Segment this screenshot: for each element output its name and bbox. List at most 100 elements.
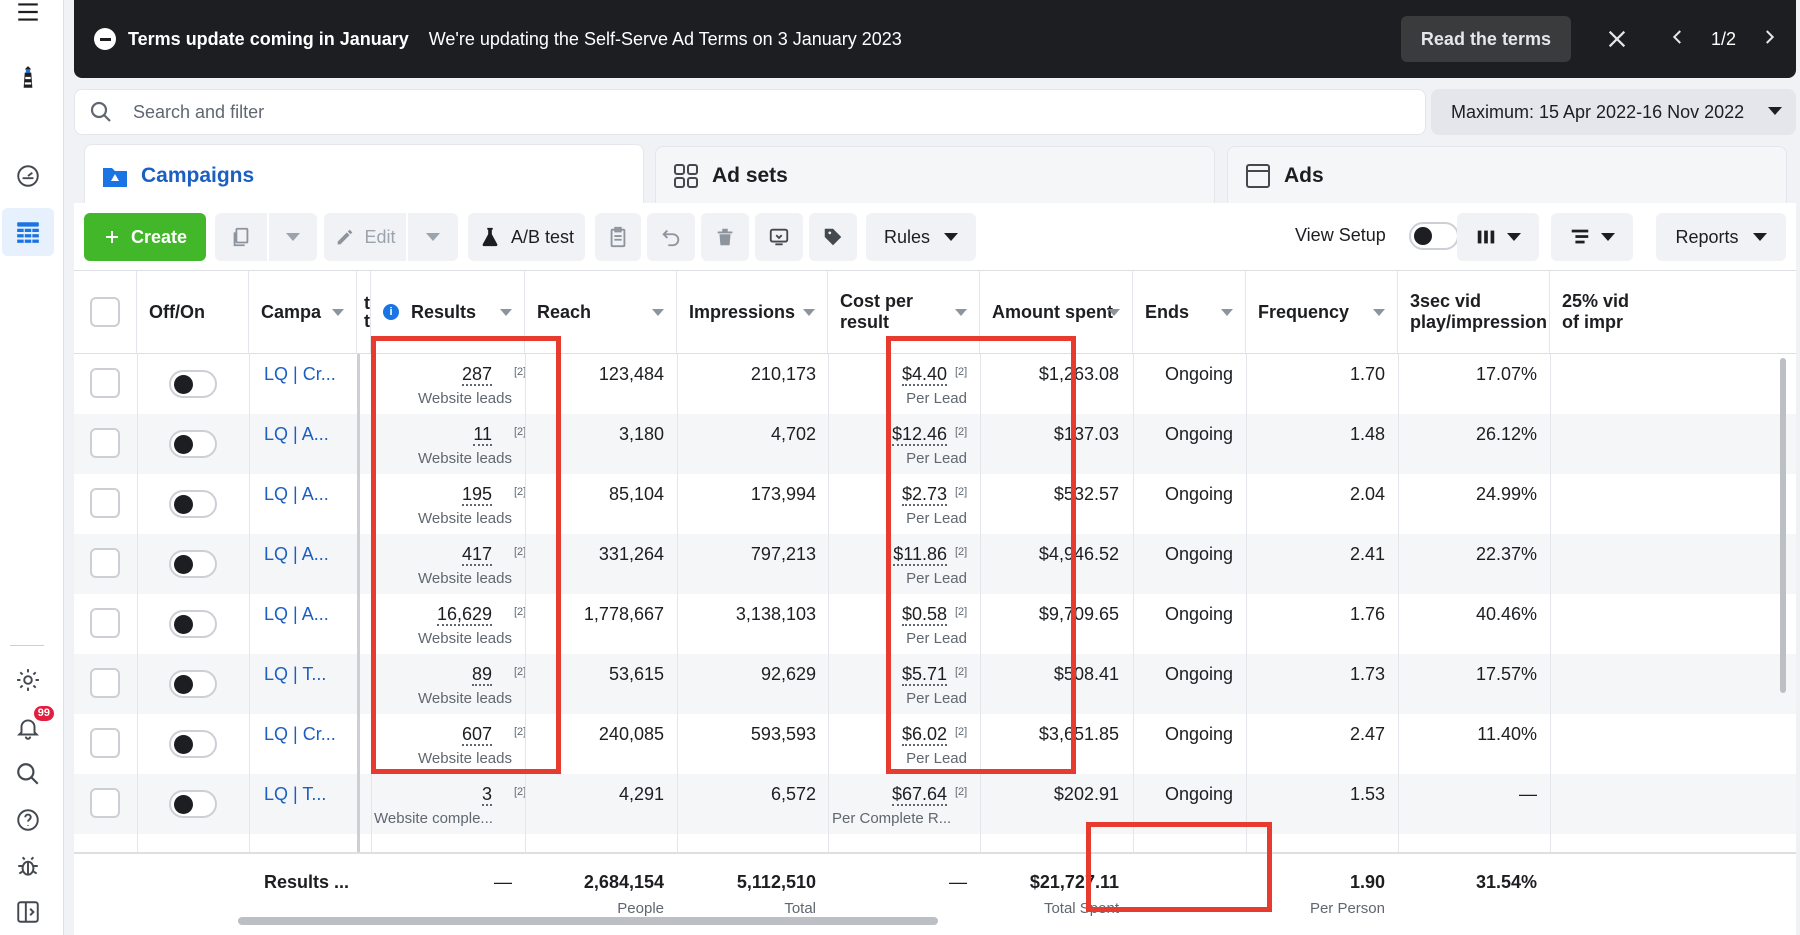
menu-icon[interactable]	[10, 0, 46, 30]
results-value[interactable]: 89	[374, 664, 512, 686]
row-checkbox[interactable]	[90, 788, 120, 818]
edit-button[interactable]: Edit	[324, 213, 406, 261]
cost-value[interactable]: $2.73	[832, 484, 967, 506]
row-checkbox[interactable]	[90, 428, 120, 458]
row-checkbox[interactable]	[90, 728, 120, 758]
campaign-toggle[interactable]	[169, 490, 217, 518]
tab-campaigns[interactable]: Campaigns	[84, 144, 644, 206]
create-button[interactable]: Create	[84, 213, 206, 261]
cost-value[interactable]: $4.40	[832, 364, 967, 386]
cost-value[interactable]: $12.46	[832, 424, 967, 446]
cost-value[interactable]: $67.64	[832, 784, 967, 806]
row-checkbox[interactable]	[90, 608, 120, 638]
campaign-name-link[interactable]: LQ | Cr...	[264, 364, 336, 384]
ad-window-icon	[1246, 163, 1270, 188]
duplicate-button[interactable]	[215, 213, 267, 261]
delete-button[interactable]	[701, 213, 749, 261]
close-icon[interactable]	[1605, 27, 1629, 51]
read-terms-button[interactable]: Read the terms	[1400, 16, 1571, 62]
view-setup-toggle[interactable]	[1409, 222, 1459, 250]
results-value[interactable]: 607	[374, 724, 512, 746]
breakdown-dropdown[interactable]	[1551, 213, 1633, 261]
header-ends[interactable]: Ends	[1133, 271, 1246, 354]
table-row[interactable]: LQ | T... 3 [2] Website comple... 4,291 6,572…	[74, 774, 1796, 834]
horizontal-scrollbar[interactable]	[238, 917, 938, 925]
settings-gear-icon[interactable]	[10, 662, 46, 698]
table-row[interactable]: LQ | Cr... 607 [2] Website leads 240,085 593,…	[74, 714, 1796, 774]
campaign-toggle[interactable]	[169, 610, 217, 638]
results-value[interactable]: 16,629	[374, 604, 512, 626]
results-value[interactable]: 287	[374, 364, 512, 386]
cost-value[interactable]: $0.58	[832, 604, 967, 626]
select-all-checkbox[interactable]	[90, 297, 120, 327]
row-checkbox[interactable]	[90, 548, 120, 578]
reach-value: 123,484	[598, 364, 664, 384]
results-value[interactable]: 417	[374, 544, 512, 566]
table-row[interactable]: LQ | A... 417 [2] Website leads 331,264 797,2…	[74, 534, 1796, 594]
tag-button[interactable]	[809, 213, 857, 261]
tab-ads[interactable]: Ads	[1227, 146, 1787, 204]
preview-button[interactable]	[755, 213, 803, 261]
header-frequency[interactable]: Frequency	[1246, 271, 1398, 354]
ads-manager-table-icon[interactable]	[2, 208, 54, 256]
duplicate-dropdown[interactable]	[269, 213, 317, 261]
chevron-left-icon[interactable]	[1669, 28, 1687, 51]
terms-update-banner: Terms update coming in January We're upd…	[74, 0, 1796, 78]
campaign-toggle[interactable]	[169, 670, 217, 698]
campaign-toggle[interactable]	[169, 430, 217, 458]
campaign-name-link[interactable]: LQ | T...	[264, 784, 327, 804]
campaign-toggle[interactable]	[169, 370, 217, 398]
help-icon[interactable]	[10, 802, 46, 838]
header-3sec-video[interactable]: 3sec vid play/impression	[1398, 271, 1550, 354]
edit-dropdown[interactable]	[408, 213, 458, 261]
campaign-name-link[interactable]: LQ | T...	[264, 664, 327, 684]
results-value[interactable]: 11	[374, 424, 512, 446]
campaign-name-link[interactable]: LQ | A...	[264, 604, 329, 624]
notifications-bell-icon[interactable]: 99	[10, 706, 54, 746]
clipboard-button[interactable]	[595, 213, 641, 261]
table-row[interactable]: LQ | A... 11 [2] Website leads 3,180 4,702 $12…	[74, 414, 1796, 474]
row-checkbox[interactable]	[90, 668, 120, 698]
header-25-video[interactable]: 25% vid of impr	[1550, 271, 1796, 354]
info-icon[interactable]: i	[383, 304, 399, 320]
table-row[interactable]: LQ | A... 195 [2] Website leads 85,104 173,99…	[74, 474, 1796, 534]
tab-ad-sets[interactable]: Ad sets	[655, 146, 1215, 204]
results-value[interactable]: 195	[374, 484, 512, 506]
header-impressions[interactable]: Impressions	[677, 271, 828, 354]
chevron-right-icon[interactable]	[1760, 28, 1778, 51]
campaign-name-link[interactable]: LQ | Cr...	[264, 724, 336, 744]
campaign-toggle[interactable]	[169, 790, 217, 818]
row-checkbox[interactable]	[90, 368, 120, 398]
table-row[interactable]: LQ | T... 89 [2] Website leads 53,615 92,629 $…	[74, 654, 1796, 714]
campaign-name-link[interactable]: LQ | A...	[264, 484, 329, 504]
reports-dropdown[interactable]: Reports	[1656, 213, 1786, 261]
cost-number: $5.71	[901, 664, 947, 686]
date-range-picker[interactable]: Maximum: 15 Apr 2022-16 Nov 2022	[1431, 89, 1796, 135]
campaign-toggle[interactable]	[169, 730, 217, 758]
results-value[interactable]: 3	[374, 784, 512, 806]
campaign-toggle[interactable]	[169, 550, 217, 578]
cost-value[interactable]: $5.71	[832, 664, 967, 686]
dashboard-gauge-icon[interactable]	[10, 158, 46, 194]
columns-dropdown[interactable]	[1457, 213, 1539, 261]
undo-button[interactable]	[647, 213, 695, 261]
table-row[interactable]: LQ | Cr... 287 [2] Website leads 123,484 210,…	[74, 354, 1796, 414]
lighthouse-logo-icon[interactable]	[10, 60, 46, 96]
ab-test-button[interactable]: A/B test	[468, 213, 585, 261]
search-icon[interactable]	[10, 756, 46, 792]
header-campaign[interactable]: Campa	[249, 271, 357, 354]
row-checkbox[interactable]	[90, 488, 120, 518]
search-input[interactable]	[133, 101, 1333, 123]
rules-dropdown[interactable]: Rules	[866, 213, 976, 261]
caret-down-icon	[1507, 233, 1521, 241]
header-offon[interactable]: Off/On	[137, 271, 249, 354]
bug-report-icon[interactable]	[10, 848, 46, 884]
campaign-name-link[interactable]: LQ | A...	[264, 544, 329, 564]
cost-value[interactable]: $11.86	[832, 544, 967, 566]
campaign-name-link[interactable]: LQ | A...	[264, 424, 329, 444]
vertical-scrollbar[interactable]	[1780, 358, 1786, 693]
table-row[interactable]: LQ | A... 16,629 [2] Website leads 1,778,667…	[74, 594, 1796, 654]
collapse-sidebar-icon[interactable]	[10, 894, 46, 930]
cost-value[interactable]: $6.02	[832, 724, 967, 746]
